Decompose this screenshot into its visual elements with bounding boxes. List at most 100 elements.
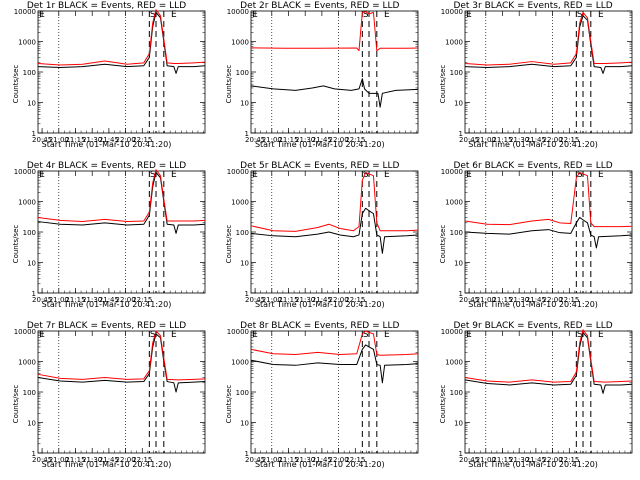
series-line-lld	[251, 171, 419, 232]
x-tick-label: 20:45	[459, 456, 479, 464]
corner-marker: E	[466, 330, 472, 340]
y-tick-label: 10000	[14, 168, 36, 176]
y-tick-label: 1	[32, 450, 36, 458]
x-tick-label: 21:00	[262, 296, 282, 304]
y-tick-label: 100	[236, 229, 249, 237]
x-tick-label: 21:45	[312, 456, 332, 464]
series-line-events	[464, 15, 632, 74]
start-marker: S	[576, 330, 582, 340]
x-tick-label: 21:45	[99, 136, 119, 144]
detector-panel-7: Det 7r BLACK = Events, RED = LLD Start Ti…	[0, 320, 213, 480]
y-tick-label: 1	[245, 450, 249, 458]
plot-frame	[37, 330, 206, 454]
detector-panel-4: Det 4r BLACK = Events, RED = LLD Start Ti…	[0, 160, 213, 320]
y-tick-label: 100	[449, 389, 462, 397]
corner-marker: E	[39, 10, 45, 20]
x-tick-label: 21:00	[49, 296, 69, 304]
y-tick-label: 1000	[445, 359, 463, 367]
end-marker: E	[384, 170, 390, 180]
x-tick-label: 21:00	[49, 136, 69, 144]
x-tick-label: 22:15	[345, 456, 365, 464]
x-tick-label: 21:30	[509, 456, 529, 464]
corner-marker: E	[39, 170, 45, 180]
y-tick-label: 1000	[231, 359, 249, 367]
x-tick-label: 21:45	[525, 456, 545, 464]
corner-marker: E	[252, 10, 258, 20]
panel-title: Det 9r BLACK = Events, RED = LLD	[453, 321, 613, 331]
series-line-events	[37, 333, 206, 393]
plot-frame	[250, 330, 419, 454]
detector-panel-1: Det 1r BLACK = Events, RED = LLD Start Ti…	[0, 0, 213, 160]
x-tick-label: 22:00	[329, 456, 349, 464]
detector-panel-9: Det 9r BLACK = Events, RED = LLD Start Ti…	[427, 320, 640, 480]
series-line-events	[37, 11, 206, 74]
end-marker: E	[598, 330, 604, 340]
plot-frame	[464, 170, 632, 294]
plot-frame	[464, 10, 632, 134]
end-marker: E	[598, 10, 604, 20]
y-tick-label: 100	[23, 69, 36, 77]
x-tick-label: 21:15	[65, 296, 85, 304]
x-tick-label: 21:15	[492, 296, 512, 304]
y-tick-label: 10	[240, 420, 249, 428]
panel-title: Det 4r BLACK = Events, RED = LLD	[26, 161, 187, 171]
series-line-lld	[464, 11, 632, 66]
plot-svg: 1 10 100 1000 10000 20:4521:0021:1521:3021:45…	[227, 328, 419, 464]
plot-svg: 1 10 100 1000 10000 20:4521:0021:1521:3021:45…	[227, 8, 419, 144]
series-line-events	[464, 331, 632, 394]
y-tick-label: 100	[449, 69, 462, 77]
x-tick-label: 21:30	[82, 456, 102, 464]
y-tick-label: 1	[245, 130, 249, 138]
x-tick-label: 21:00	[49, 456, 69, 464]
plot-frame	[464, 330, 632, 454]
end-marker: E	[171, 10, 177, 20]
x-tick-label: 21:45	[312, 136, 332, 144]
corner-marker: E	[252, 170, 258, 180]
start-marker: S	[363, 10, 369, 20]
x-tick-label: 21:30	[295, 136, 315, 144]
y-tick-label: 10	[27, 260, 36, 268]
x-tick-label: 22:15	[559, 456, 579, 464]
x-tick-label: 22:15	[559, 296, 579, 304]
x-tick-label: 21:15	[492, 456, 512, 464]
y-tick-label: 100	[449, 229, 462, 237]
plot-frame	[250, 10, 419, 134]
y-tick-label: 100	[23, 389, 36, 397]
y-tick-label: 10000	[227, 8, 249, 16]
series-line-events	[251, 207, 419, 254]
x-tick-label: 21:00	[475, 456, 495, 464]
x-tick-label: 21:15	[65, 456, 85, 464]
x-tick-label: 20:45	[32, 456, 52, 464]
x-tick-label: 21:45	[99, 456, 119, 464]
y-tick-label: 100	[236, 389, 249, 397]
x-tick-label: 20:45	[245, 456, 265, 464]
end-marker: E	[384, 10, 390, 20]
x-tick-label: 22:00	[542, 456, 562, 464]
start-marker: S	[363, 170, 369, 180]
y-tick-label: 1000	[445, 39, 463, 47]
x-tick-label: 21:00	[475, 136, 495, 144]
y-tick-label: 100	[23, 229, 36, 237]
x-tick-label: 20:45	[459, 296, 479, 304]
plot-frame	[250, 170, 419, 294]
y-tick-label: 1000	[18, 39, 36, 47]
series-line-lld	[464, 171, 632, 228]
x-tick-label: 21:30	[509, 136, 529, 144]
y-tick-label: 10000	[440, 8, 462, 16]
x-tick-label: 22:15	[345, 136, 365, 144]
y-tick-label: 1000	[445, 199, 463, 207]
series-line-lld	[251, 330, 419, 356]
x-tick-label: 22:00	[329, 136, 349, 144]
x-axis-label: Start Time (01-Mar-10 20:41:20)	[468, 460, 598, 469]
y-tick-label: 10000	[14, 328, 36, 336]
x-tick-label: 21:45	[525, 296, 545, 304]
x-tick-label: 21:15	[492, 136, 512, 144]
x-tick-label: 22:15	[132, 296, 152, 304]
y-tick-label: 10	[454, 420, 463, 428]
y-tick-label: 1	[458, 130, 462, 138]
end-marker: E	[171, 330, 177, 340]
series-line-events	[464, 216, 632, 249]
x-tick-label: 22:00	[115, 136, 135, 144]
x-axis-label: Start Time (01-Mar-10 20:41:20)	[41, 300, 172, 309]
